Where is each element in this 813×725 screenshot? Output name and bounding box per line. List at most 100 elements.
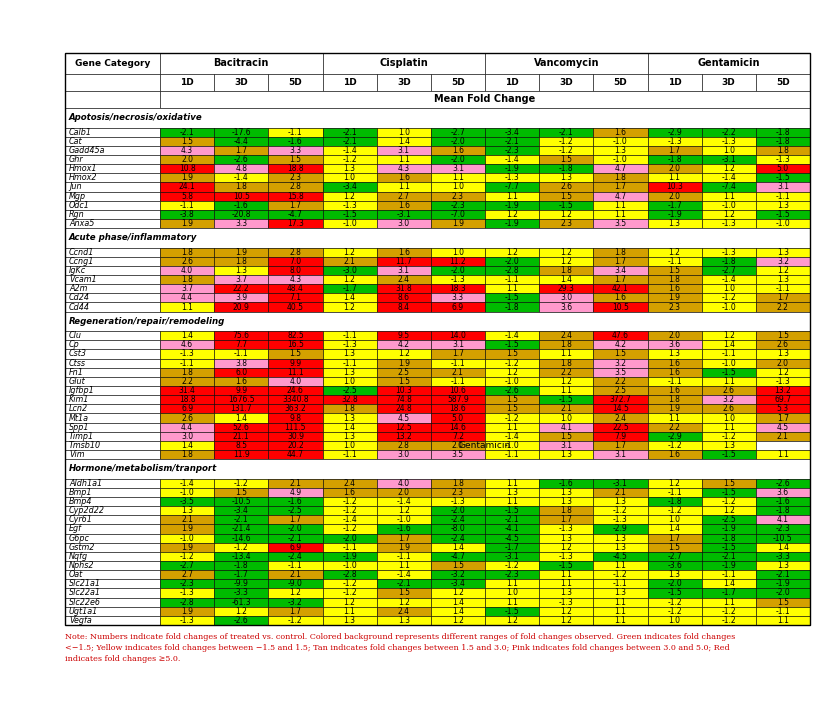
Bar [268,155,323,164]
Text: 3D: 3D [397,78,411,87]
Bar [647,340,702,349]
Bar [593,579,647,589]
Text: -7.7: -7.7 [505,183,520,191]
Bar [65,405,160,413]
Bar [65,450,160,459]
Text: 1.5: 1.5 [560,191,572,201]
Text: 15.8: 15.8 [287,191,304,201]
Text: 3D: 3D [234,78,248,87]
Bar [539,515,593,524]
Text: 1.2: 1.2 [506,616,518,625]
Bar [214,543,268,552]
Text: 75.6: 75.6 [233,331,250,340]
Text: -1.0: -1.0 [505,377,520,386]
Bar [65,570,160,579]
Text: -1.2: -1.2 [667,607,682,616]
Bar [756,219,810,228]
Bar [593,294,647,302]
Text: 16.5: 16.5 [287,340,304,349]
Text: 1.4: 1.4 [452,597,464,607]
Bar [376,294,431,302]
Text: 42.1: 42.1 [612,284,628,293]
Bar [160,441,214,450]
Text: 14.6: 14.6 [450,423,467,431]
Text: -1.1: -1.1 [613,579,628,589]
Text: -3.4: -3.4 [234,506,249,515]
Bar [431,210,485,219]
Bar [268,146,323,155]
Text: 1.4: 1.4 [181,441,193,450]
Text: Lcn2: Lcn2 [69,405,88,413]
Text: 4.6: 4.6 [181,340,193,349]
Bar [647,294,702,302]
Text: Timp1: Timp1 [69,432,94,441]
Bar [214,302,268,312]
Text: 1.5: 1.5 [506,405,518,413]
Bar [539,616,593,625]
Text: 24.8: 24.8 [395,405,412,413]
Bar [214,478,268,488]
Text: 4.9: 4.9 [289,488,302,497]
Bar [431,413,485,423]
Text: 9.9: 9.9 [235,386,247,395]
Text: 3.0: 3.0 [398,450,410,459]
Text: 1.2: 1.2 [560,377,572,386]
Bar [268,515,323,524]
Bar [160,359,214,368]
Bar [431,340,485,349]
Bar [214,431,268,441]
Text: 1.2: 1.2 [560,616,572,625]
Bar [702,302,756,312]
Text: 1.2: 1.2 [398,349,410,358]
Bar [323,201,376,210]
Bar [485,248,539,257]
Bar [65,386,160,395]
Bar [702,340,756,349]
Text: -3.2: -3.2 [288,597,302,607]
Bar [756,515,810,524]
Text: 2.1: 2.1 [289,570,302,579]
Bar [647,266,702,275]
Bar [539,386,593,395]
Text: -1.2: -1.2 [342,589,357,597]
Text: -1.2: -1.2 [342,497,357,506]
Bar [65,136,160,146]
Bar [539,219,593,228]
Bar [593,257,647,266]
Bar [593,524,647,534]
Text: 1.8: 1.8 [560,506,572,515]
Text: Jun: Jun [69,183,81,191]
Text: 1.7: 1.7 [235,146,247,155]
Bar [376,155,431,164]
Text: Nqfg: Nqfg [69,552,88,561]
Bar [593,450,647,459]
Text: 14.5: 14.5 [612,405,628,413]
Bar [593,597,647,607]
Text: 48.4: 48.4 [287,284,304,293]
Text: 1.0: 1.0 [506,589,518,597]
Bar [160,450,214,459]
Text: 1.6: 1.6 [668,368,680,377]
Text: Bacitracin: Bacitracin [214,59,269,68]
Text: 1.5: 1.5 [615,349,627,358]
Bar [268,284,323,294]
Text: -1.1: -1.1 [721,349,736,358]
Bar [323,395,376,405]
Text: -1.8: -1.8 [776,506,790,515]
Bar [376,164,431,173]
Bar [65,108,810,128]
Bar [485,155,539,164]
Text: 1.5: 1.5 [668,543,680,552]
Text: 1.1: 1.1 [615,561,626,570]
Text: 31.4: 31.4 [179,386,195,395]
Text: 1.0: 1.0 [723,146,735,155]
Bar [593,155,647,164]
Text: -3.5: -3.5 [180,497,194,506]
Text: 1.1: 1.1 [181,302,193,312]
Bar [214,561,268,570]
Bar [756,423,810,431]
Text: 1D: 1D [505,78,519,87]
Text: -1.4: -1.4 [342,515,357,524]
Text: -1.7: -1.7 [234,570,249,579]
Text: 1.9: 1.9 [181,524,193,534]
